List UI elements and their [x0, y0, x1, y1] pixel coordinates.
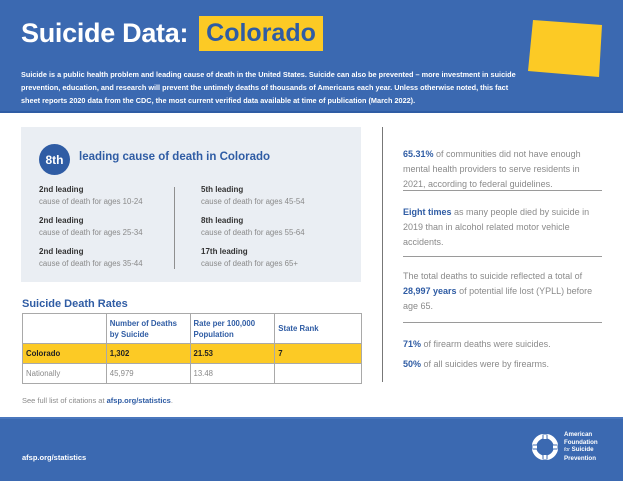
- fact-text: of potential life lost (YPLL) before age…: [403, 286, 593, 311]
- table-cell: Colorado: [22, 343, 107, 364]
- citations-note: See full list of citations at afsp.org/s…: [22, 396, 173, 405]
- colorado-state-icon: [528, 20, 602, 77]
- age-ranks-right: 5th leading cause of death for ages 45-5…: [201, 184, 341, 277]
- age-rank-desc: cause of death for ages 25-34: [39, 228, 143, 237]
- logo-line: Prevention: [564, 454, 596, 462]
- fact-item: 71% of firearm deaths were suicides.: [403, 337, 603, 352]
- logo-line-suicide: Suicide: [571, 446, 594, 453]
- fact-highlight: 71%: [403, 339, 422, 349]
- table-header-cell: Rate per 100,000 Population: [189, 313, 276, 344]
- logo-line: Foundation: [564, 438, 598, 446]
- fact-highlight: 65.31%: [403, 149, 434, 159]
- table-header-cell: Number of Deaths by Suicide: [105, 313, 191, 344]
- age-rank-desc: cause of death for ages 45-54: [201, 197, 305, 206]
- leading-cause-panel: 8th leading cause of death in Colorado 2…: [21, 127, 361, 282]
- intro-paragraph: Suicide is a public health problem and l…: [21, 70, 516, 105]
- age-rank-desc: cause of death for ages 10-24: [39, 197, 143, 206]
- logo-for: for: [564, 447, 570, 453]
- table-cell: 13.48: [189, 363, 276, 384]
- age-rank-label: 8th leading: [201, 216, 244, 225]
- afsp-logo[interactable]: American Foundation for Suicide Preventi…: [532, 431, 598, 462]
- age-rank-label: 17th leading: [201, 247, 248, 256]
- fact-text: of all suicides were by firearms.: [421, 359, 550, 369]
- fact-item: The total deaths to suicide reflected a …: [403, 269, 603, 314]
- age-rank-item: 2nd leading cause of death for ages 35-4…: [39, 246, 179, 270]
- suicide-death-rates-table: Number of Deaths by Suicide Rate per 100…: [22, 313, 362, 384]
- age-rank-label: 2nd leading: [39, 216, 84, 225]
- fact-divider: [403, 256, 602, 257]
- footer-link[interactable]: afsp.org/statistics: [22, 453, 87, 462]
- logo-line: for Suicide: [564, 446, 598, 455]
- table-cell: 1,302: [105, 343, 191, 364]
- age-rank-label: 5th leading: [201, 185, 244, 194]
- fact-text: as many people died by suicide in 2019 t…: [403, 207, 590, 247]
- header-banner: Suicide Data: Colorado Suicide is a publ…: [0, 0, 623, 113]
- age-rank-label: 2nd leading: [39, 247, 84, 256]
- age-rank-label: 2nd leading: [39, 185, 84, 194]
- fact-text: The total deaths to suicide reflected a …: [403, 271, 583, 281]
- age-rank-desc: cause of death for ages 55-64: [201, 228, 305, 237]
- fact-text: of firearm deaths were suicides.: [421, 339, 551, 349]
- rank-badge: 8th: [39, 144, 70, 175]
- table-cell: 7: [274, 343, 362, 364]
- lifebuoy-icon: [532, 433, 558, 460]
- rates-section-title: Suicide Death Rates: [22, 298, 128, 310]
- table-cell: 45,979: [105, 363, 191, 384]
- table-cell: Nationally: [22, 363, 107, 384]
- age-rank-item: 17th leading cause of death for ages 65+: [201, 246, 341, 270]
- age-ranks-left: 2nd leading cause of death for ages 10-2…: [39, 184, 179, 277]
- page-title: Suicide Data: Colorado: [21, 16, 323, 51]
- fact-text: of communities did not have enough menta…: [403, 149, 581, 189]
- section-divider: [382, 127, 383, 382]
- fact-divider: [403, 190, 602, 191]
- column-divider: [174, 187, 175, 269]
- leading-cause-title: leading cause of death in Colorado: [79, 151, 271, 163]
- age-rank-item: 5th leading cause of death for ages 45-5…: [201, 184, 341, 208]
- fact-item: Eight times as many people died by suici…: [403, 205, 603, 250]
- citations-suffix: .: [170, 396, 173, 405]
- table-row-national: Nationally 45,979 13.48: [22, 363, 362, 384]
- table-header-cell: State Rank: [274, 313, 362, 344]
- age-rank-desc: cause of death for ages 35-44: [39, 259, 143, 268]
- footer-banner: afsp.org/statistics American Foundation …: [0, 417, 623, 481]
- age-rank-item: 2nd leading cause of death for ages 25-3…: [39, 215, 179, 239]
- fact-item: 50% of all suicides were by firearms.: [403, 357, 603, 372]
- table-header-cell: [22, 313, 107, 344]
- logo-line: American: [564, 431, 593, 438]
- state-name-highlight: Colorado: [199, 16, 323, 51]
- citations-link[interactable]: afsp.org/statistics: [106, 396, 171, 405]
- title-text: Suicide Data:: [21, 18, 189, 48]
- fact-item: 65.31% of communities did not have enoug…: [403, 147, 603, 192]
- fact-highlight: 28,997 years: [403, 286, 457, 296]
- fact-divider: [403, 322, 602, 323]
- table-cell: [274, 363, 362, 384]
- table-row-state: Colorado 1,302 21.53 7: [22, 343, 362, 364]
- citations-prefix: See full list of citations at: [22, 396, 107, 405]
- age-rank-desc: cause of death for ages 65+: [201, 259, 298, 268]
- age-rank-item: 2nd leading cause of death for ages 10-2…: [39, 184, 179, 208]
- age-rank-item: 8th leading cause of death for ages 55-6…: [201, 215, 341, 239]
- table-cell: 21.53: [189, 343, 276, 364]
- logo-wordmark: American Foundation for Suicide Preventi…: [564, 431, 598, 462]
- fact-highlight: 50%: [403, 359, 422, 369]
- table-header-row: Number of Deaths by Suicide Rate per 100…: [22, 313, 362, 344]
- fact-highlight: Eight times: [403, 207, 452, 217]
